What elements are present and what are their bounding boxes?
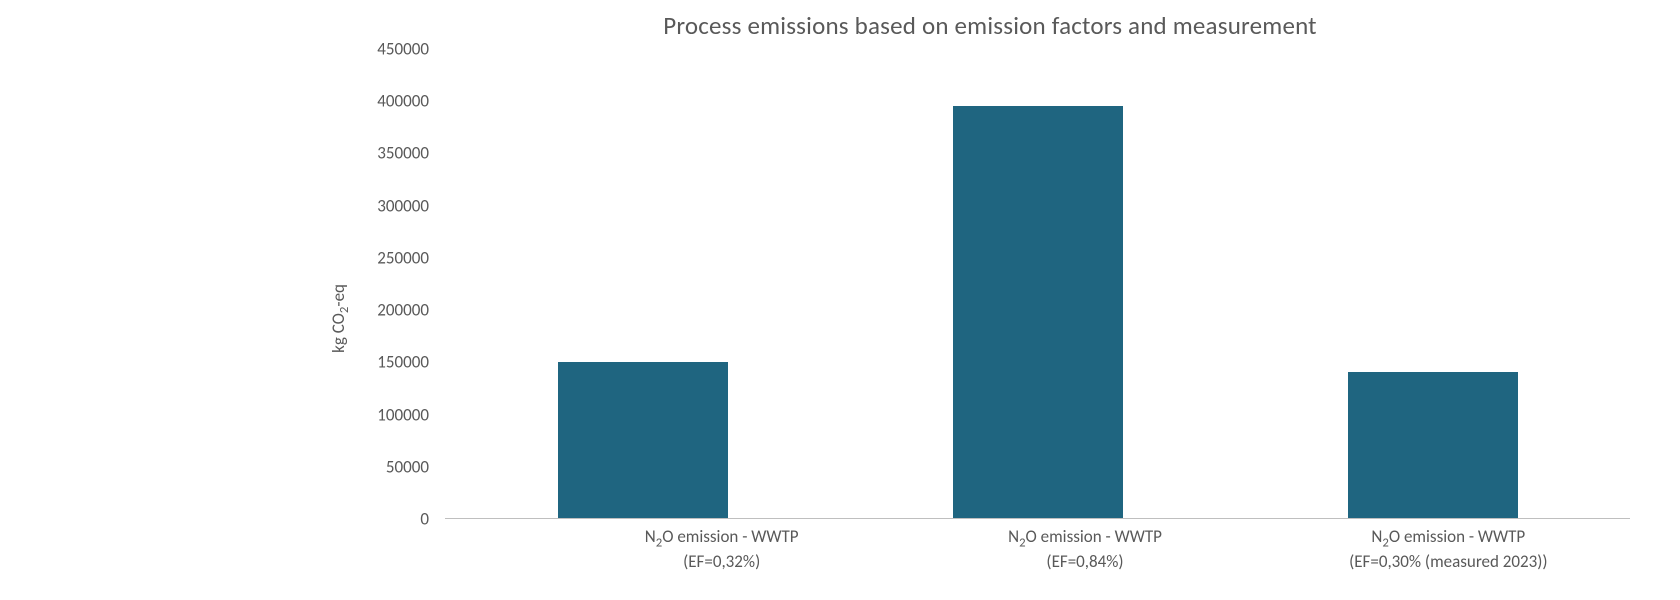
plot-outer: kg CO2-eq 050000100000150000200000250000…: [350, 49, 1630, 519]
y-tick: 100000: [377, 404, 429, 425]
y-tick: 300000: [377, 195, 429, 216]
bar-slot: [445, 49, 840, 518]
y-tick: 150000: [377, 352, 429, 373]
x-tick-label: N2O emission - WWTP(EF=0,32%): [540, 526, 903, 573]
y-axis-ticks: 0500001000001500002000002500003000003500…: [350, 49, 435, 519]
y-axis-label: kg CO2-eq: [328, 284, 352, 353]
x-axis-labels: N2O emission - WWTP(EF=0,32%)N2O emissio…: [540, 518, 1630, 573]
bar: [1348, 372, 1518, 518]
y-tick: 400000: [377, 91, 429, 112]
bar: [558, 362, 728, 518]
y-axis-label-suffix: -eq: [328, 284, 349, 307]
emissions-bar-chart: Process emissions based on emission fact…: [350, 10, 1630, 570]
chart-title: Process emissions based on emission fact…: [350, 10, 1630, 41]
y-tick: 0: [420, 509, 429, 530]
y-tick: 450000: [377, 39, 429, 60]
bar-slot: [840, 49, 1235, 518]
y-axis-label-prefix: kg CO: [328, 313, 349, 353]
y-tick: 50000: [386, 456, 429, 477]
y-tick: 250000: [377, 247, 429, 268]
plot-area: N2O emission - WWTP(EF=0,32%)N2O emissio…: [445, 49, 1630, 519]
y-tick: 200000: [377, 300, 429, 321]
bars-row: [445, 49, 1630, 518]
x-tick-label: N2O emission - WWTP(EF=0,30% (measured 2…: [1267, 526, 1630, 573]
bar-slot: [1235, 49, 1630, 518]
x-tick-label: N2O emission - WWTP(EF=0,84%): [903, 526, 1266, 573]
bar: [953, 106, 1123, 518]
y-tick: 350000: [377, 143, 429, 164]
